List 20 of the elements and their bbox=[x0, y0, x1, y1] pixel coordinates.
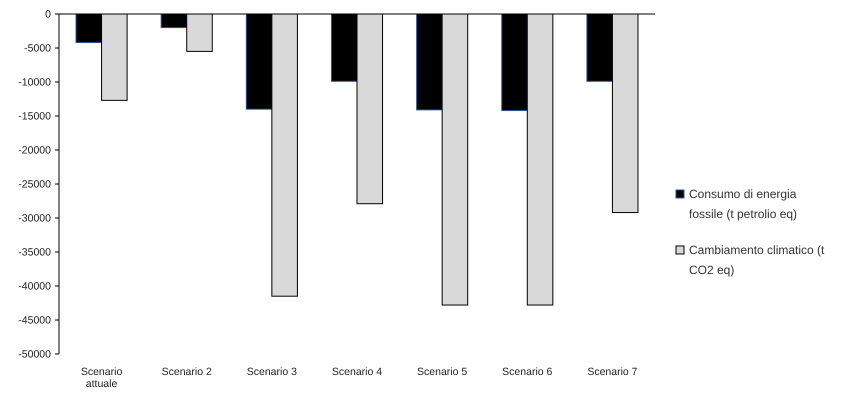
y-tick-label: -40000 bbox=[18, 280, 52, 293]
y-tick-label: -10000 bbox=[18, 76, 52, 89]
x-tick-label: Scenario 3 bbox=[246, 366, 298, 378]
y-tick-label: -50000 bbox=[18, 348, 52, 361]
y-tick-label: -45000 bbox=[18, 314, 52, 327]
x-tick-label: Scenario 6 bbox=[502, 366, 553, 378]
y-tick-label: -20000 bbox=[18, 144, 52, 157]
y-tick-label: -25000 bbox=[18, 178, 52, 191]
x-tick-label: Scenario 4 bbox=[332, 366, 382, 378]
x-tick-label: Scenario 7 bbox=[587, 366, 638, 378]
legend-label: Cambiamento climatico (t CO2 eq) bbox=[689, 243, 826, 277]
y-tick-label: -30000 bbox=[18, 212, 52, 225]
y-tick-label: -35000 bbox=[18, 246, 52, 259]
x-tick-label: Scenario 2 bbox=[162, 366, 212, 378]
y-tick-label: -5000 bbox=[24, 42, 52, 55]
y-tick-label: -15000 bbox=[18, 110, 52, 123]
y-tick-label: 0 bbox=[45, 8, 52, 21]
x-tick-label: Scenario attuale bbox=[80, 366, 122, 390]
legend-label: Consumo di energia fossile (t petrolio eq) bbox=[689, 187, 798, 221]
x-tick-label: Scenario 5 bbox=[417, 366, 468, 378]
